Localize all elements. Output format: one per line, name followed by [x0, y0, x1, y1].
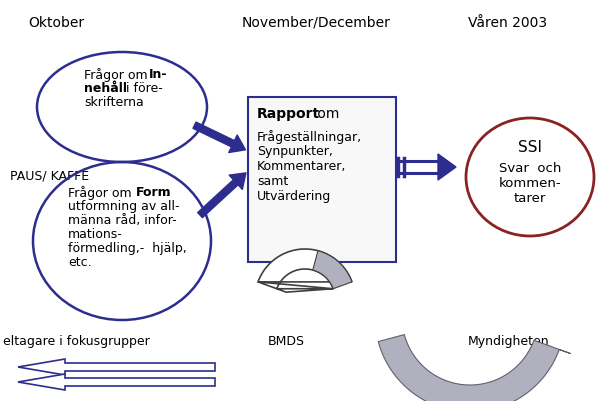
Text: Oktober: Oktober	[28, 16, 84, 30]
Text: nehåll: nehåll	[84, 82, 127, 95]
PathPatch shape	[378, 335, 571, 401]
Text: om: om	[313, 107, 339, 121]
Text: Svar  och: Svar och	[499, 162, 561, 174]
FancyArrowPatch shape	[198, 174, 246, 218]
Text: In-: In-	[149, 68, 168, 81]
Text: kommen-: kommen-	[499, 176, 561, 190]
Text: samt: samt	[257, 174, 288, 188]
Text: tarer: tarer	[514, 192, 546, 205]
Text: Form: Form	[136, 186, 172, 198]
Text: förmedling,-  hjälp,: förmedling,- hjälp,	[68, 241, 187, 254]
Text: männa råd, infor-: männa råd, infor-	[68, 213, 177, 227]
Text: mations-: mations-	[68, 227, 123, 241]
Text: Utvärdering: Utvärdering	[257, 190, 332, 203]
FancyBboxPatch shape	[248, 98, 396, 262]
Text: November/December: November/December	[242, 16, 391, 30]
Text: Frågor om: Frågor om	[68, 186, 136, 199]
Text: SSI: SSI	[518, 140, 542, 155]
Text: etc.: etc.	[68, 255, 91, 268]
FancyArrowPatch shape	[193, 123, 246, 153]
Polygon shape	[18, 374, 215, 390]
PathPatch shape	[258, 249, 352, 292]
Text: Frågor om: Frågor om	[84, 68, 152, 82]
Text: Myndigheten: Myndigheten	[468, 334, 549, 347]
Text: Kommentarer,: Kommentarer,	[257, 160, 347, 172]
Text: Rapport: Rapport	[257, 107, 320, 121]
Text: i före-: i före-	[122, 82, 163, 95]
Text: eltagare i fokusgrupper: eltagare i fokusgrupper	[3, 334, 150, 347]
Text: Synpunkter,: Synpunkter,	[257, 145, 333, 158]
Text: Våren 2003: Våren 2003	[468, 16, 547, 30]
Polygon shape	[438, 155, 456, 180]
Text: BMDS: BMDS	[268, 334, 305, 347]
Polygon shape	[18, 359, 215, 375]
Text: :: :	[164, 186, 168, 198]
Text: utformning av all-: utformning av all-	[68, 200, 180, 213]
Text: skrifterna: skrifterna	[84, 96, 144, 109]
Text: Frågeställningar,: Frågeställningar,	[257, 130, 362, 144]
Text: PAUS/ KAFFE: PAUS/ KAFFE	[10, 170, 89, 182]
PathPatch shape	[313, 251, 352, 289]
